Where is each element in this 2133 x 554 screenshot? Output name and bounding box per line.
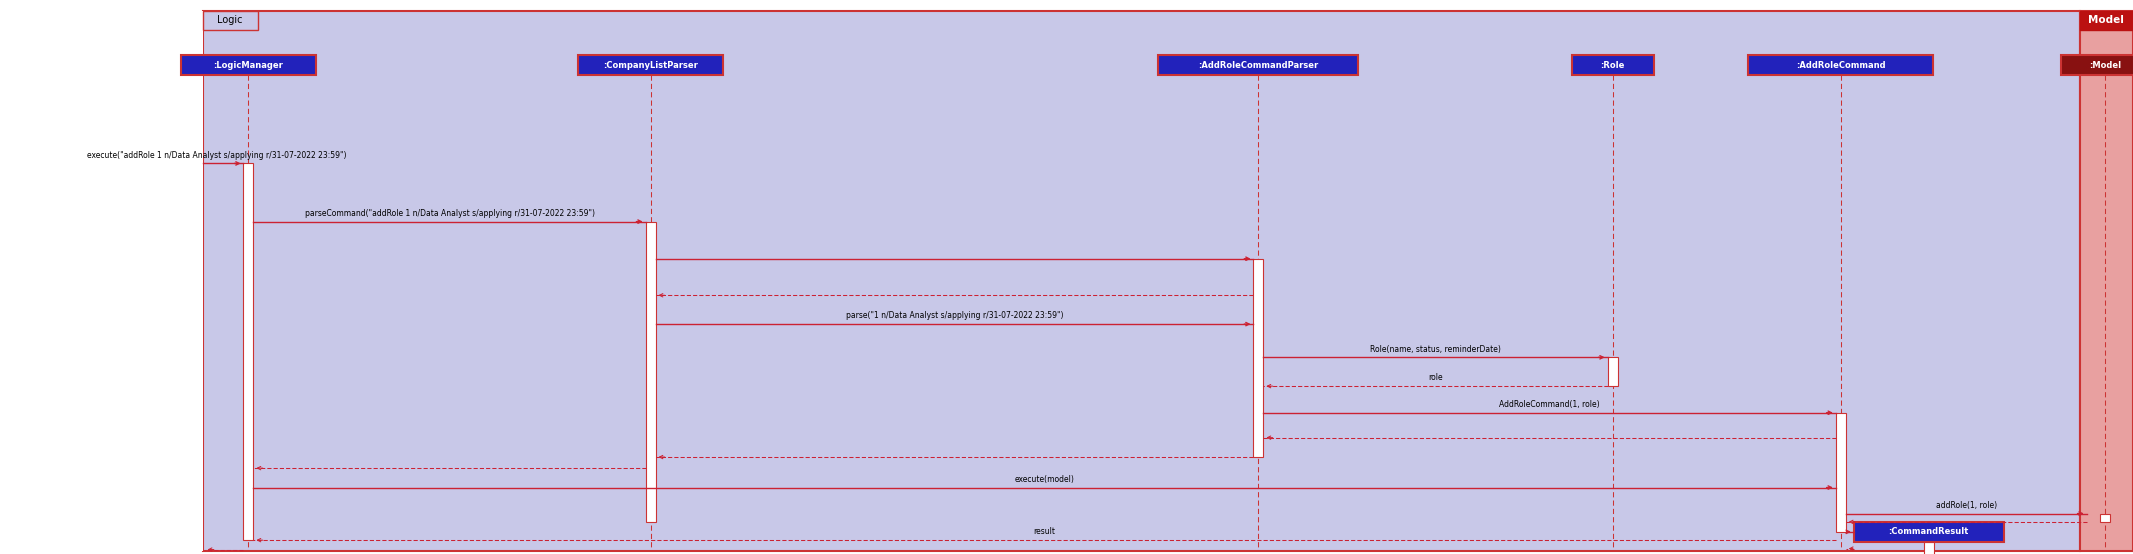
FancyBboxPatch shape bbox=[1254, 259, 1263, 457]
Text: parse("1 n/Data Analyst s/applying r/31-07-2022 23:59"): parse("1 n/Data Analyst s/applying r/31-… bbox=[847, 311, 1062, 320]
Text: :CommandResult: :CommandResult bbox=[1888, 527, 1969, 536]
Text: :Model: :Model bbox=[2088, 60, 2122, 70]
Text: result: result bbox=[1035, 527, 1056, 536]
Text: role: role bbox=[1429, 373, 1442, 382]
FancyBboxPatch shape bbox=[1572, 55, 1653, 75]
Text: AddRoleCommand(1, role): AddRoleCommand(1, role) bbox=[1499, 400, 1600, 409]
Text: :CompanyListParser: :CompanyListParser bbox=[604, 60, 697, 70]
FancyBboxPatch shape bbox=[203, 11, 258, 29]
FancyBboxPatch shape bbox=[1924, 542, 1935, 554]
FancyBboxPatch shape bbox=[1158, 55, 1359, 75]
FancyBboxPatch shape bbox=[2101, 514, 2110, 522]
FancyBboxPatch shape bbox=[2080, 11, 2133, 29]
Text: :LogicManager: :LogicManager bbox=[213, 60, 284, 70]
FancyBboxPatch shape bbox=[1837, 413, 1845, 532]
Text: :AddRoleCommand: :AddRoleCommand bbox=[1796, 60, 1886, 70]
FancyBboxPatch shape bbox=[2060, 55, 2133, 75]
FancyBboxPatch shape bbox=[243, 163, 254, 540]
Text: parseCommand("addRole 1 n/Data Analyst s/applying r/31-07-2022 23:59"): parseCommand("addRole 1 n/Data Analyst s… bbox=[305, 209, 595, 218]
Text: Model: Model bbox=[2088, 16, 2124, 25]
Text: :AddRoleCommandParser: :AddRoleCommandParser bbox=[1199, 60, 1318, 70]
Text: addRole(1, role): addRole(1, role) bbox=[1935, 501, 1996, 510]
FancyBboxPatch shape bbox=[578, 55, 723, 75]
Text: Logic: Logic bbox=[218, 16, 243, 25]
FancyBboxPatch shape bbox=[1854, 522, 2003, 542]
FancyBboxPatch shape bbox=[1608, 357, 1617, 386]
Text: execute(model): execute(model) bbox=[1015, 475, 1075, 484]
FancyBboxPatch shape bbox=[203, 11, 2080, 551]
FancyBboxPatch shape bbox=[0, 11, 203, 551]
FancyBboxPatch shape bbox=[181, 55, 316, 75]
Text: :Role: :Role bbox=[1600, 60, 1625, 70]
FancyBboxPatch shape bbox=[2080, 11, 2133, 551]
Text: execute("addRole 1 n/Data Analyst s/applying r/31-07-2022 23:59"): execute("addRole 1 n/Data Analyst s/appl… bbox=[87, 151, 348, 160]
FancyBboxPatch shape bbox=[646, 222, 655, 522]
Text: Role(name, status, reminderDate): Role(name, status, reminderDate) bbox=[1369, 345, 1502, 353]
FancyBboxPatch shape bbox=[1749, 55, 1932, 75]
